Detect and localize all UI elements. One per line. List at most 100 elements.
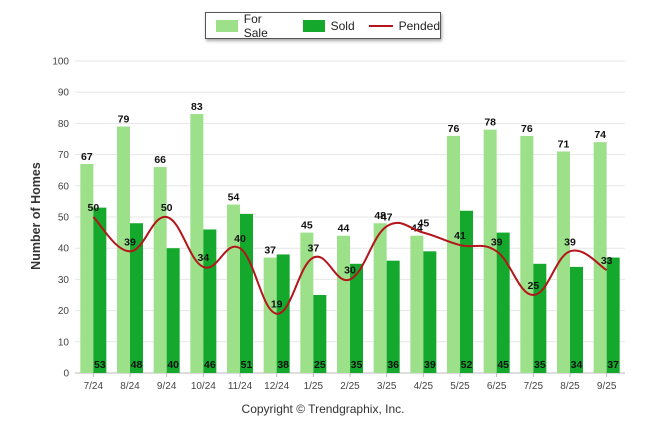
data-label-sold: 53 — [94, 359, 106, 371]
bar-sold — [130, 223, 143, 373]
data-label-sold: 37 — [607, 359, 619, 371]
bar-for-sale — [410, 235, 424, 373]
bar-for-sale — [337, 235, 350, 373]
x-tick-label: 12/24 — [264, 381, 289, 392]
chart-legend: For Sale Sold Pended — [205, 12, 441, 40]
x-tick-label: 7/24 — [84, 381, 104, 392]
y-tick-label: 80 — [58, 119, 70, 130]
x-tick-label: 2/25 — [340, 381, 360, 392]
data-label-sold: 39 — [424, 359, 436, 371]
bar-sold — [496, 232, 510, 373]
data-label-sold: 40 — [167, 359, 179, 371]
data-label-sold: 38 — [277, 359, 289, 371]
data-label-for-sale: 76 — [521, 123, 533, 135]
data-label-sold: 35 — [534, 359, 546, 371]
legend-label-pended: Pended — [398, 18, 440, 33]
bar-for-sale — [263, 257, 277, 373]
y-tick-label: 60 — [58, 181, 70, 192]
bar-for-sale — [80, 163, 94, 373]
bar-for-sale — [373, 223, 387, 373]
data-label-sold: 51 — [241, 359, 253, 371]
y-tick-label: 90 — [58, 88, 70, 99]
data-label-sold: 46 — [204, 359, 216, 371]
data-label-pended: 37 — [307, 243, 319, 255]
data-label-sold: 35 — [351, 359, 363, 371]
x-tick-label: 9/25 — [597, 381, 617, 392]
bar-for-sale — [557, 151, 570, 373]
data-label-pended: 45 — [417, 218, 429, 230]
data-label-sold: 25 — [314, 359, 326, 371]
data-label-pended: 19 — [271, 299, 283, 311]
x-tick-label: 3/25 — [377, 381, 397, 392]
data-label-sold: 34 — [571, 359, 583, 371]
x-tick-label: 7/25 — [524, 381, 544, 392]
bar-sold — [313, 295, 327, 373]
data-label-for-sale: 44 — [411, 223, 423, 235]
data-label-sold: 52 — [461, 359, 473, 371]
bar-sold — [276, 254, 290, 373]
y-tick-label: 10 — [58, 337, 70, 348]
line-pended — [92, 215, 608, 315]
data-label-for-sale: 66 — [154, 154, 166, 166]
data-label-for-sale: 78 — [484, 117, 496, 129]
data-label-pended: 39 — [124, 236, 136, 248]
data-label-for-sale: 54 — [228, 192, 240, 204]
bar-sold — [423, 251, 437, 373]
y-tick-label: 20 — [58, 306, 70, 317]
x-tick-label: 6/25 — [487, 381, 507, 392]
x-tick-label: 10/24 — [191, 381, 216, 392]
legend-label-sold: Sold — [330, 18, 355, 33]
bar-sold — [93, 207, 107, 373]
bar-sold — [166, 248, 180, 373]
x-tick-label: 8/25 — [560, 381, 580, 392]
bar-sold — [460, 210, 473, 373]
data-label-sold: 36 — [387, 359, 399, 371]
bar-for-sale — [153, 167, 167, 373]
bar-for-sale — [227, 204, 240, 373]
x-tick-label: 11/24 — [228, 381, 253, 392]
y-tick-label: 100 — [52, 57, 69, 68]
bar-for-sale — [190, 114, 204, 373]
y-tick-label: 0 — [63, 369, 69, 380]
data-label-pended: 40 — [234, 233, 246, 245]
x-tick-label: 9/24 — [157, 381, 177, 392]
x-tick-label: 8/24 — [120, 381, 140, 392]
x-tick-label: 1/25 — [304, 381, 324, 392]
bar-sold — [570, 266, 583, 373]
data-label-pended: 33 — [601, 255, 613, 267]
data-label-pended: 34 — [197, 252, 209, 264]
bar-for-sale — [520, 135, 534, 373]
legend-swatch-sold — [302, 19, 325, 32]
legend-item-pended[interactable]: Pended — [368, 18, 440, 33]
data-label-pended: 41 — [454, 230, 466, 242]
y-tick-label: 40 — [58, 244, 70, 255]
data-label-pended: 50 — [87, 202, 99, 214]
data-label-for-sale: 37 — [264, 245, 276, 257]
data-label-for-sale: 83 — [191, 101, 203, 113]
legend-item-sold[interactable]: Sold — [302, 18, 355, 33]
data-label-pended: 30 — [344, 264, 356, 276]
data-label-for-sale: 48 — [374, 210, 386, 222]
y-tick-label: 70 — [58, 150, 70, 161]
bar-sold — [533, 263, 547, 373]
bar-for-sale — [447, 135, 460, 373]
data-label-for-sale: 74 — [594, 129, 606, 141]
data-label-sold: 48 — [131, 359, 143, 371]
data-label-pended: 25 — [527, 280, 539, 292]
bar-for-sale — [593, 142, 607, 373]
legend-swatch-pended — [368, 24, 393, 27]
bar-for-sale — [483, 129, 497, 373]
bar-sold — [350, 263, 363, 373]
y-tick-label: 50 — [58, 213, 70, 224]
data-label-for-sale: 44 — [338, 223, 350, 235]
y-tick-label: 30 — [58, 275, 70, 286]
legend-item-for-sale[interactable]: For Sale — [216, 12, 289, 40]
data-label-for-sale: 45 — [301, 220, 313, 232]
data-label-for-sale: 79 — [118, 114, 130, 126]
data-label-pended: 50 — [161, 202, 173, 214]
x-tick-label: 4/25 — [414, 381, 434, 392]
legend-label-for-sale: For Sale — [243, 11, 268, 40]
bar-sold — [386, 260, 400, 373]
data-label-for-sale: 67 — [81, 151, 93, 163]
